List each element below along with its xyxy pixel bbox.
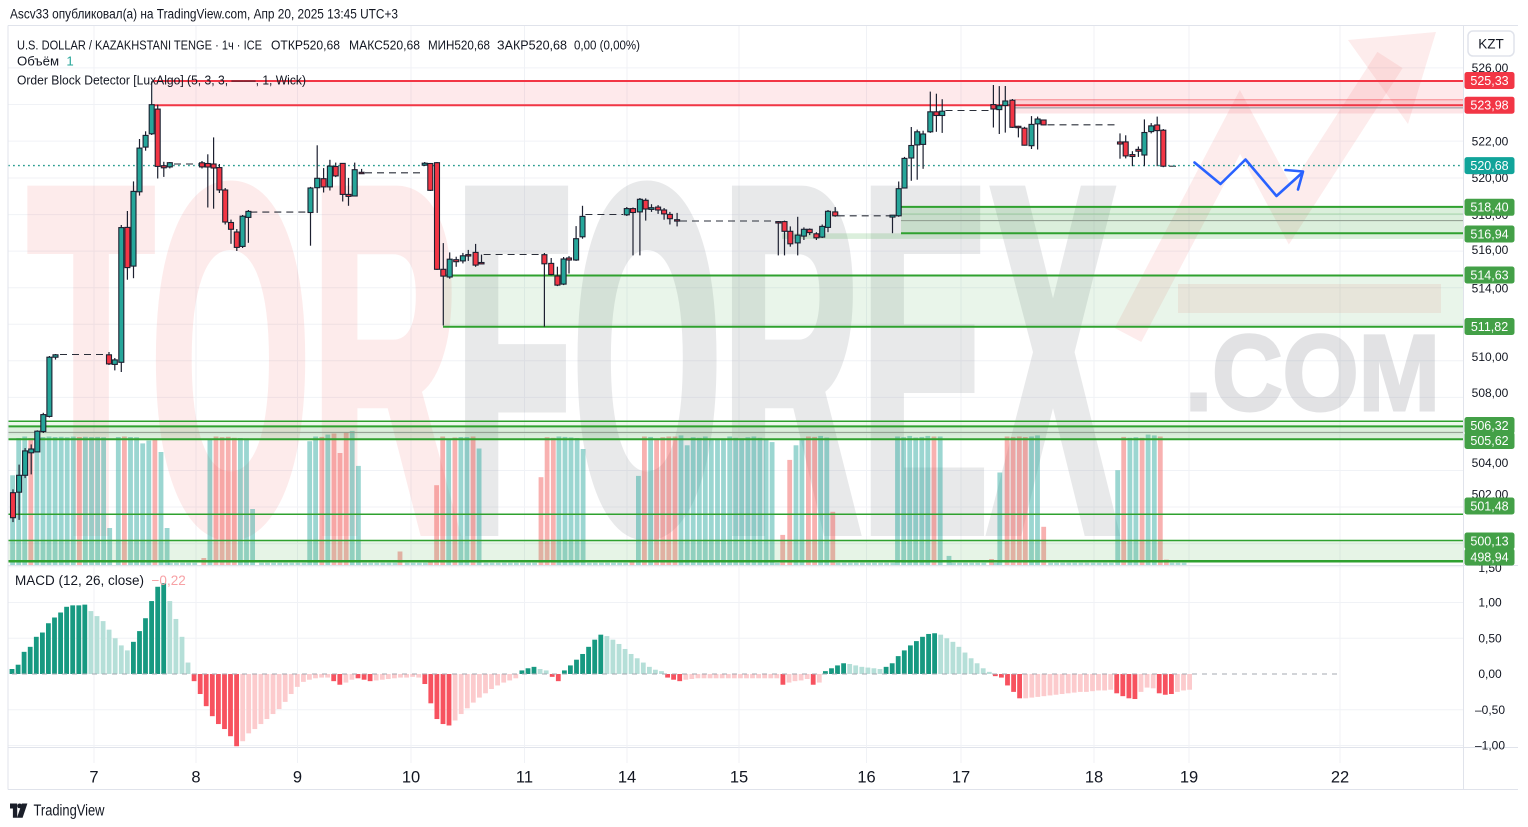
svg-text:–0,50: –0,50 [1475,703,1505,717]
svg-text:526,00: 526,00 [1472,61,1509,75]
svg-text:15: 15 [730,769,748,787]
svg-text:506,32: 506,32 [1470,419,1508,433]
svg-text:498,94: 498,94 [1470,550,1508,564]
svg-text:508,00: 508,00 [1472,386,1509,400]
svg-text:11: 11 [516,769,533,787]
svg-text:14: 14 [618,769,636,787]
svg-text:522,00: 522,00 [1472,134,1509,148]
svg-text:514,00: 514,00 [1472,282,1509,296]
svg-text:22: 22 [1331,769,1349,787]
svg-text:514,63: 514,63 [1470,268,1508,282]
svg-text:16: 16 [857,769,875,787]
svg-text:511,82: 511,82 [1471,320,1508,334]
svg-text:510,00: 510,00 [1472,350,1509,364]
svg-text:19: 19 [1180,769,1198,787]
svg-text:Order Block Detector [LuxAlgo]: Order Block Detector [LuxAlgo] (5, 3, 3,… [17,73,306,88]
svg-text:504,00: 504,00 [1472,456,1509,470]
svg-text:500,13: 500,13 [1470,534,1508,548]
svg-text:501,48: 501,48 [1470,499,1508,513]
svg-text:Ascv33 опубликовал(а) на Tradi: Ascv33 опубликовал(а) на TradingView.com… [10,7,398,22]
svg-text:0,00: 0,00 [1478,667,1502,681]
svg-text:1,00: 1,00 [1478,596,1502,610]
svg-text:0,50: 0,50 [1478,631,1502,645]
svg-text:516,94: 516,94 [1470,227,1508,241]
svg-text:516,00: 516,00 [1472,243,1509,257]
svg-text:–1,00: –1,00 [1475,739,1505,753]
svg-text:FOREX: FOREX [455,86,1118,633]
svg-text:U.S. DOLLAR / KAZAKHSTANI TENG: U.S. DOLLAR / KAZAKHSTANI TENGE · 1ч · I… [17,38,640,53]
svg-text:10: 10 [402,769,420,787]
svg-text:520,00: 520,00 [1472,171,1509,185]
svg-text:505,62: 505,62 [1470,434,1508,448]
svg-text:Объём 1: Объём 1 [17,54,74,69]
svg-text:KZT: KZT [1478,37,1504,52]
svg-text:MACD (12, 26, close) −0,22: MACD (12, 26, close) −0,22 [15,573,186,588]
svg-text:18: 18 [1085,769,1103,787]
svg-text:525,33: 525,33 [1470,74,1508,88]
svg-text:9: 9 [293,769,302,787]
svg-text:7: 7 [89,769,98,787]
svg-text:8: 8 [191,769,200,787]
svg-text:518,40: 518,40 [1470,201,1508,215]
svg-text:523,98: 523,98 [1470,99,1508,113]
svg-text:.COM: .COM [1185,312,1440,433]
svg-text:TradingView: TradingView [34,803,106,820]
svg-text:520,68: 520,68 [1470,159,1508,173]
svg-text:17: 17 [952,769,970,787]
